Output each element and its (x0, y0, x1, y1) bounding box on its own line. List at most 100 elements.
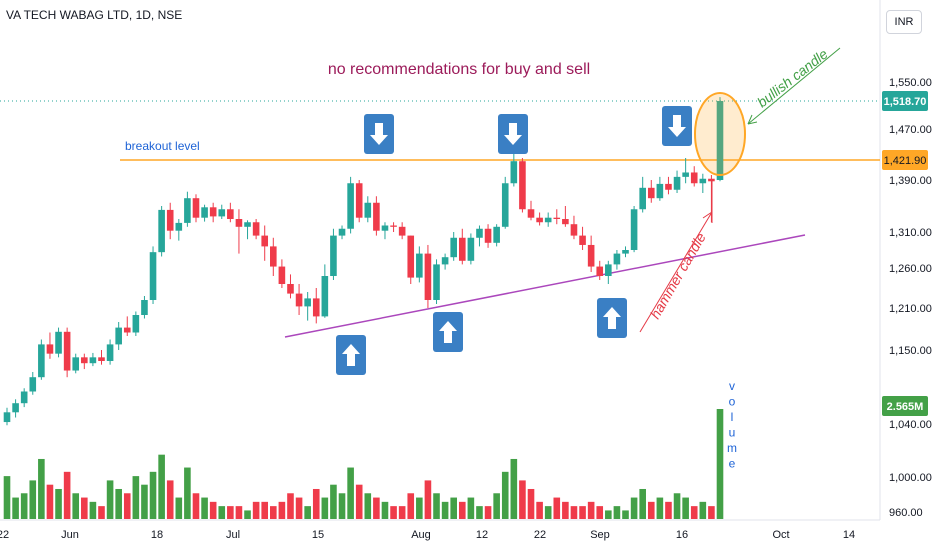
volume-bar (665, 501, 672, 519)
candle-body (141, 300, 148, 315)
candle-body (261, 235, 269, 247)
candle-body (467, 237, 475, 261)
candle-body (12, 403, 19, 413)
price-tick-label: 1,040.00 (889, 419, 932, 431)
candle-body (441, 257, 449, 265)
hammer-candle-label: hammer candle (647, 230, 709, 322)
volume-bar (38, 458, 45, 519)
candle-body (416, 253, 423, 278)
support-arrow-icon[interactable] (336, 335, 366, 375)
resistance-arrow-icon[interactable] (662, 106, 692, 146)
support-trend-line[interactable] (284, 234, 806, 338)
bullish-candle-highlight[interactable] (694, 92, 746, 176)
volume-bar (72, 493, 80, 519)
volume-bar (235, 506, 243, 519)
candle-body (519, 161, 526, 210)
candle-body (553, 217, 561, 219)
candle-body (647, 187, 655, 199)
volume-bar (132, 476, 140, 519)
candle-body (433, 264, 440, 300)
candle-body (312, 298, 320, 317)
volume-bar (330, 484, 337, 519)
volume-bar (510, 458, 518, 519)
volume-bar (519, 480, 526, 519)
symbol-title[interactable]: VA TECH WABAG LTD, 1D, NSE (6, 8, 183, 22)
bullish-pointer-head-icon (747, 114, 758, 125)
candle-body (330, 235, 337, 276)
candle-body (184, 198, 191, 223)
volume-bar (450, 497, 457, 519)
volume-bar (192, 493, 200, 519)
volume-bar (579, 506, 586, 519)
volume-bar (244, 510, 251, 519)
candle-body (484, 228, 492, 243)
candle-body (355, 183, 363, 218)
volume-bar (55, 488, 62, 519)
candle-body (209, 207, 217, 217)
volume-bar (158, 454, 165, 519)
candle-body (613, 253, 621, 265)
candle-body (476, 228, 483, 238)
volume-bar (613, 506, 621, 519)
volume-bar (12, 497, 19, 519)
volume-bar (544, 506, 552, 519)
volume-bar (201, 497, 208, 519)
volume-bar (484, 506, 492, 519)
currency-button[interactable]: INR (886, 10, 922, 34)
candle-body (708, 178, 715, 182)
candle-body (235, 219, 243, 227)
volume-bar (596, 506, 604, 519)
candle-body (501, 183, 509, 227)
volume-bar (227, 506, 234, 519)
resistance-arrow-icon[interactable] (364, 114, 394, 154)
volume-bar (338, 493, 346, 519)
volume-bar (716, 409, 724, 519)
candle-body (3, 412, 11, 423)
candle-body (716, 101, 724, 180)
candle-body (123, 327, 131, 333)
candle-body (218, 209, 226, 217)
support-arrow-icon[interactable] (597, 298, 627, 338)
candle-body (98, 357, 105, 361)
volume-flag: 2.565M (882, 396, 928, 416)
candle-body (493, 226, 500, 243)
candle-body (630, 209, 638, 250)
candle-body (450, 237, 457, 258)
volume-bar (261, 501, 269, 519)
volume-bar (553, 497, 561, 519)
volume-bar (699, 501, 707, 519)
volume-bar (106, 480, 114, 519)
volume-bar (123, 493, 131, 519)
volume-bar (166, 480, 174, 519)
time-tick-label: Sep (590, 529, 610, 541)
volume-bar (270, 506, 277, 519)
candle-body (106, 344, 114, 361)
candle-body (244, 222, 251, 227)
volume-bar (708, 506, 715, 519)
price-tick-label: 1,000.00 (889, 472, 932, 484)
price-tick-label: 1,470.00 (889, 124, 932, 136)
svg-text:2.565M: 2.565M (887, 401, 924, 413)
candle-body (665, 183, 672, 190)
candle-body (458, 237, 466, 261)
candle-body (115, 327, 122, 345)
volume-bar (501, 471, 509, 519)
candle-body (278, 266, 286, 284)
volume-bar (467, 497, 475, 519)
candle-body (656, 183, 664, 199)
candle-body (175, 222, 183, 231)
support-arrow-icon[interactable] (433, 312, 463, 352)
candle-body (381, 225, 389, 231)
volume-bar (304, 506, 311, 519)
candle-body (570, 224, 578, 236)
hammer-pointer-line (639, 211, 713, 333)
volume-bar (63, 471, 71, 519)
candle-body (192, 198, 200, 218)
resistance-arrow-icon[interactable] (498, 114, 528, 154)
volume-bar (381, 501, 389, 519)
candle-body (699, 178, 707, 184)
price-tick-label: 1,390.00 (889, 175, 932, 187)
